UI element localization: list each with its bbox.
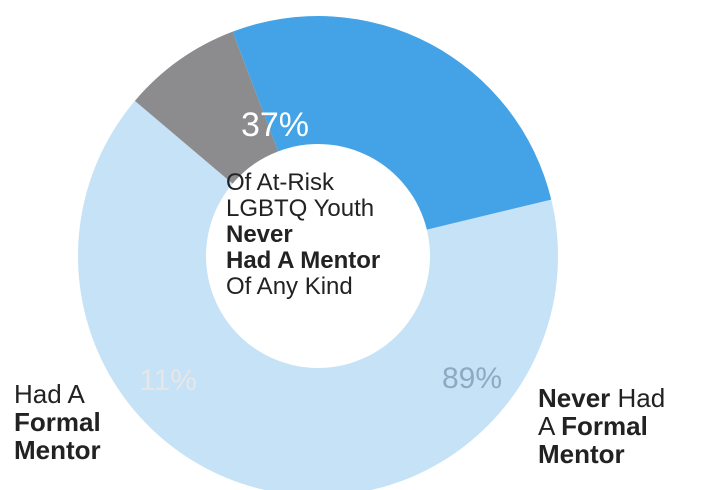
legend-never-line-2: A Formal bbox=[538, 412, 665, 440]
center-caption: Of At-Risk LGBTQ Youth Never Had A Mento… bbox=[226, 170, 476, 300]
center-line-1: Of At-Risk bbox=[226, 169, 335, 196]
center-line-2: LGBTQ Youth bbox=[226, 195, 375, 222]
legend-never-line-1: Never Had bbox=[538, 384, 665, 412]
legend-formal-line-2: Formal bbox=[14, 407, 101, 437]
center-line-4: Had A Mentor bbox=[226, 247, 381, 274]
legend-never-word-formal: Formal bbox=[561, 411, 648, 441]
center-line-3: Never bbox=[226, 221, 293, 248]
legend-never-word-never: Never bbox=[538, 383, 611, 413]
legend-never-word-a: A bbox=[538, 411, 554, 441]
legend-formal-line-1: Had A bbox=[14, 379, 85, 409]
legend-never-formal-mentor: Never Had A Formal Mentor bbox=[538, 384, 665, 468]
slice-label-89: 89% bbox=[442, 362, 502, 395]
slice-11-percent bbox=[134, 31, 279, 184]
slice-label-11: 11% bbox=[139, 364, 197, 397]
donut-slices bbox=[78, 15, 558, 490]
slice-37-percent bbox=[232, 15, 552, 230]
slice-label-37: 37% bbox=[241, 106, 309, 144]
legend-formal-line-3: Mentor bbox=[14, 435, 101, 465]
legend-never-word-had: Had bbox=[617, 383, 666, 413]
legend-formal-mentor: Had A Formal Mentor bbox=[14, 380, 101, 464]
slice-89-percent bbox=[78, 100, 558, 490]
center-line-5: Of Any Kind bbox=[226, 273, 353, 300]
legend-never-line-3: Mentor bbox=[538, 439, 625, 469]
